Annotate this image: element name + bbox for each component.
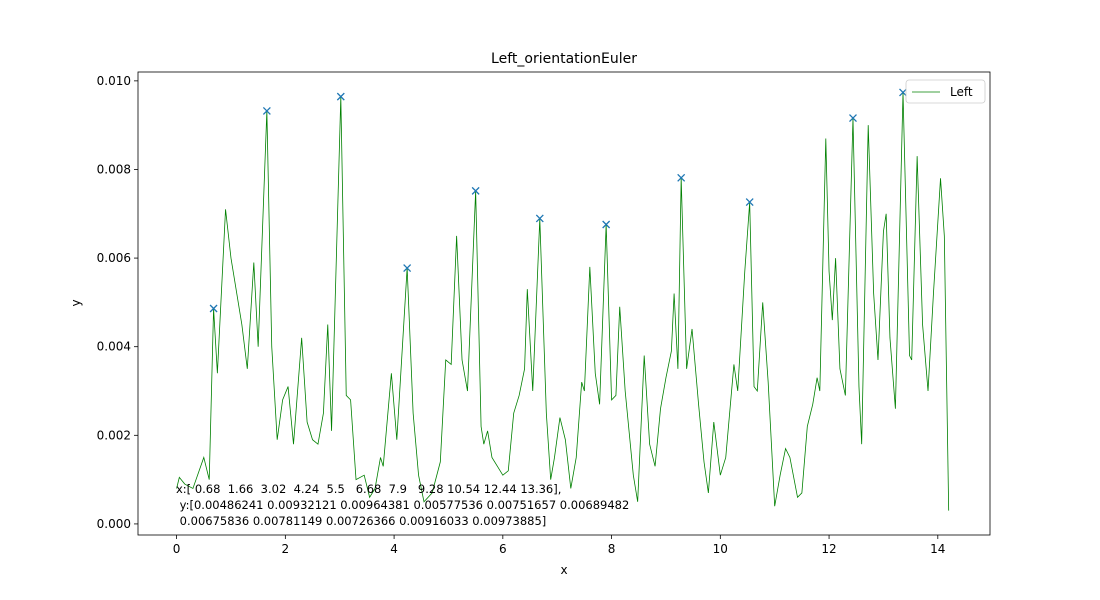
peak-marker <box>602 220 611 229</box>
peak-marker <box>471 186 480 195</box>
annotation: x:[ 0.68 1.66 3.02 4.24 5.5 6.68 7.9 9.2… <box>176 482 561 496</box>
peak-marker <box>849 114 857 123</box>
y-tick-label: 0.002 <box>97 428 131 442</box>
x-axis-label: x <box>560 563 567 577</box>
y-tick-label: 0.006 <box>97 251 131 265</box>
x-tick-label: 12 <box>821 542 836 556</box>
y-tick-label: 0.004 <box>97 340 131 354</box>
peak-marker <box>209 304 218 313</box>
y-tick-label: 0.010 <box>97 74 131 88</box>
x-tick-label: 0 <box>173 542 181 556</box>
plot-frame <box>137 71 991 536</box>
x-tick-label: 6 <box>499 542 507 556</box>
x-tick-label: 10 <box>713 542 728 556</box>
y-tick-label: 0.008 <box>97 162 131 176</box>
x-tick-label: 4 <box>390 542 398 556</box>
peak-marker <box>262 106 271 115</box>
legend-box <box>905 79 986 104</box>
annotation: y:[0.00486241 0.00932121 0.00964381 0.00… <box>176 498 629 512</box>
peak-marker <box>336 92 345 101</box>
annotation: 0.00675836 0.00781149 0.00726366 0.00916… <box>176 514 546 528</box>
peak-marker <box>403 264 412 272</box>
x-tick-label: 8 <box>608 542 616 556</box>
x-tick-label: 14 <box>930 542 945 556</box>
peak-marker <box>535 214 544 223</box>
peak-marker <box>677 173 686 182</box>
peak-marker <box>899 88 907 97</box>
y-axis-label: y <box>69 299 83 306</box>
chart-title: Left_orientationEuler <box>491 51 637 67</box>
peak-marker <box>745 198 754 207</box>
data-line <box>176 92 950 511</box>
y-tick-label: 0.000 <box>97 517 131 531</box>
legend-label: Left <box>950 85 973 99</box>
x-tick-label: 2 <box>282 542 290 556</box>
